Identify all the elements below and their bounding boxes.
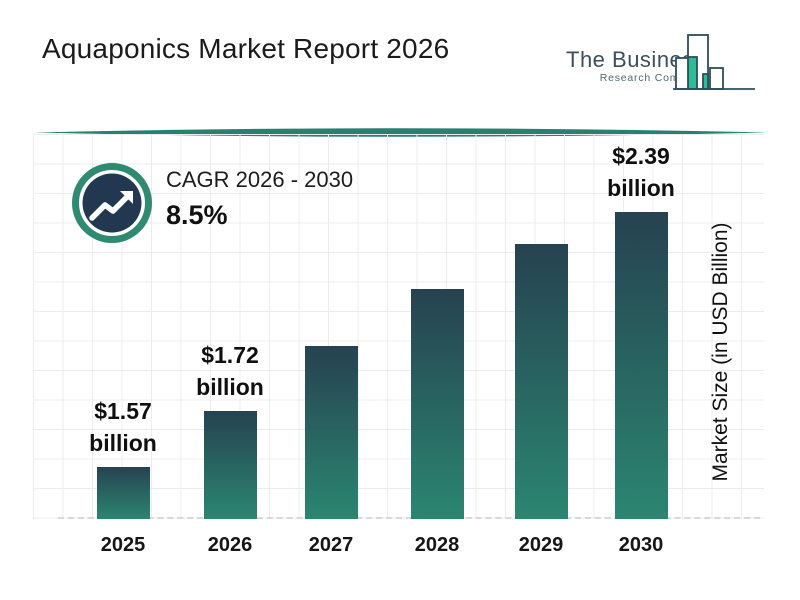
value-amount: $2.39 [612, 143, 670, 169]
value-label-2026: $1.72 billion [196, 339, 264, 403]
bar-2030 [614, 212, 668, 519]
x-tick-2027: 2027 [308, 534, 354, 556]
cagr-label: CAGR 2026 - 2030 [166, 167, 354, 192]
cagr-value: 8.5% [166, 200, 228, 230]
cagr-block: CAGR 2026 - 2030 8.5% [166, 167, 353, 231]
x-tick-2025: 2025 [100, 534, 146, 556]
bar-2029 [514, 244, 568, 519]
x-tick-2029: 2029 [518, 534, 564, 556]
value-label-2030: $2.39 billion [607, 140, 675, 204]
trending-up-icon [72, 163, 152, 243]
value-unit: billion [196, 374, 264, 401]
bar-2026 [203, 411, 257, 519]
value-amount: $1.57 [94, 398, 152, 424]
x-tick-2028: 2028 [414, 534, 460, 556]
y-axis-label: Market Size (in USD Billion) [709, 222, 732, 482]
page-title: Aquaponics Market Report 2026 [42, 33, 450, 64]
chart-baseline [58, 517, 760, 519]
x-tick-2026: 2026 [207, 534, 253, 556]
value-unit: billion [89, 430, 157, 457]
logo-bars-icon [673, 34, 755, 90]
bar-2025 [96, 467, 150, 519]
value-unit: billion [607, 175, 675, 202]
bar-2027 [304, 346, 358, 519]
value-label-2025: $1.57 billion [89, 395, 157, 459]
x-tick-2030: 2030 [618, 534, 664, 556]
bar-2028 [410, 289, 464, 519]
value-amount: $1.72 [201, 342, 259, 368]
